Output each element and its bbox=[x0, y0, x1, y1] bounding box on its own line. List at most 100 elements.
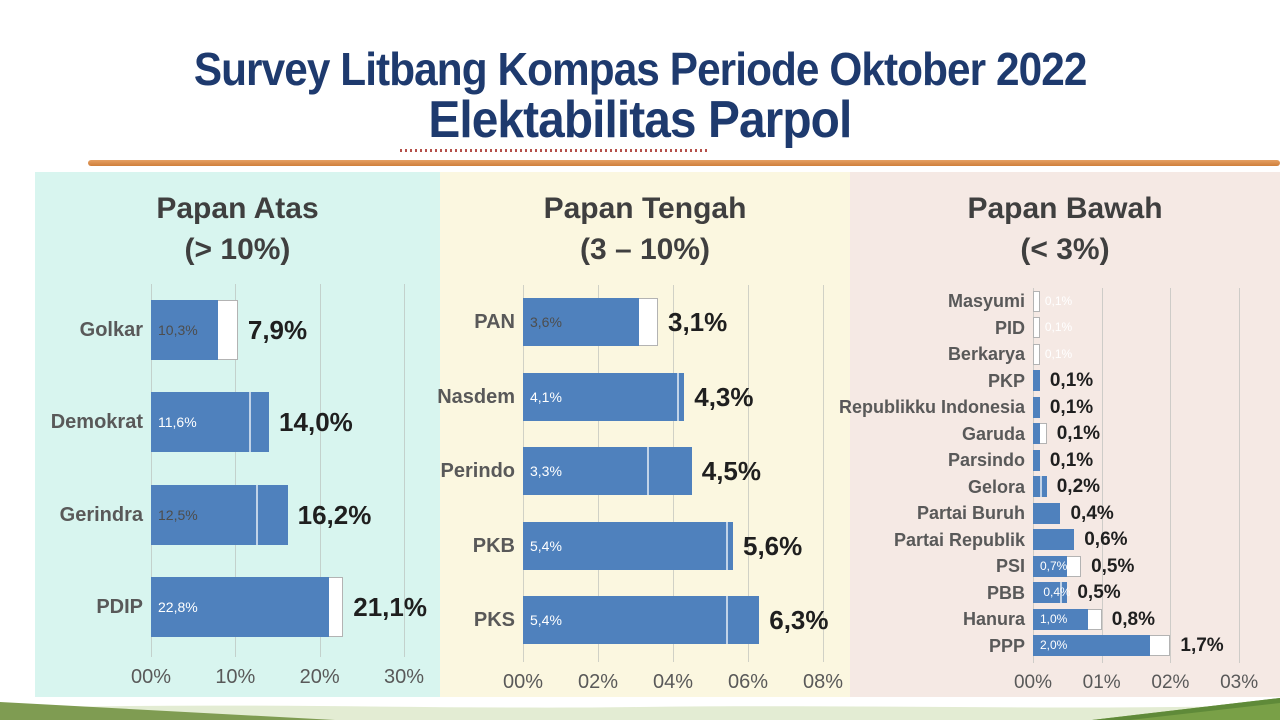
current-value-label: 7,9% bbox=[247, 315, 308, 346]
grid-line bbox=[748, 285, 749, 662]
party-label: PKB bbox=[472, 534, 515, 557]
grid-line bbox=[1170, 288, 1172, 663]
dotted-underline bbox=[400, 149, 710, 152]
current-value-label: 0,1% bbox=[1049, 396, 1094, 418]
panel-title-line2: (> 10%) bbox=[184, 233, 291, 266]
party-label: Nasdem bbox=[437, 385, 515, 408]
current-value-label: 0,1% bbox=[1049, 370, 1094, 392]
previous-value-marker bbox=[248, 392, 251, 453]
previous-value-label: 1,0% bbox=[1040, 611, 1068, 626]
panel-papan-bawah-plot: 00% 01% 02% 03% Masyumi 0,1% PID 0,1% Berkarya 0,… bbox=[839, 172, 1280, 697]
bar-current bbox=[523, 298, 640, 347]
party-label: PPP bbox=[988, 635, 1025, 656]
current-value-label: 0,2% bbox=[1056, 476, 1101, 498]
bar-current bbox=[1033, 502, 1061, 524]
wave-right-wedge-edge bbox=[1092, 698, 1280, 720]
grid-line bbox=[151, 284, 152, 658]
bar-current bbox=[151, 300, 218, 361]
previous-value-label: 0,4% bbox=[1043, 585, 1071, 600]
axis-tick-label: 00% bbox=[130, 666, 172, 689]
party-label: PAN bbox=[474, 311, 515, 333]
previous-value-label: 10,3% bbox=[158, 322, 198, 339]
bar-current bbox=[523, 447, 692, 496]
panel-title-line1: Papan Atas bbox=[156, 192, 319, 225]
current-value-label: 4,5% bbox=[701, 456, 762, 487]
bar-current bbox=[1033, 635, 1150, 657]
axis-tick-label: 02% bbox=[1151, 672, 1190, 693]
bar-previous bbox=[1033, 317, 1040, 339]
party-label: PID bbox=[994, 317, 1025, 338]
previous-value-label: 5,4% bbox=[530, 537, 562, 554]
party-label: Perindo bbox=[440, 460, 515, 482]
previous-value-marker bbox=[725, 596, 728, 645]
party-label: Masyumi bbox=[947, 291, 1025, 311]
previous-value-label: 3,3% bbox=[530, 463, 562, 480]
panel-papan-atas-title: Papan Atas (> 10%) bbox=[35, 188, 440, 270]
bar-current bbox=[1033, 423, 1040, 445]
axis-tick-label: 00% bbox=[502, 670, 544, 693]
previous-value-marker bbox=[1060, 582, 1063, 604]
panel-papan-bawah-title: Papan Bawah (< 3%) bbox=[850, 188, 1280, 270]
bar-current bbox=[523, 596, 760, 645]
axis-tick-label: 00% bbox=[1013, 672, 1053, 693]
panel-title-line1: Papan Tengah bbox=[543, 192, 747, 225]
bar-current bbox=[1033, 449, 1040, 471]
party-label: Partai Buruh bbox=[916, 503, 1025, 523]
panel-papan-tengah-title: Papan Tengah (3 – 10%) bbox=[440, 188, 850, 270]
current-value-label: 0,1% bbox=[1049, 449, 1094, 471]
axis-tick-label: 20% bbox=[299, 666, 340, 689]
slide-subtitle: Elektabilitas Parpol bbox=[428, 91, 853, 149]
current-value-label: 4,3% bbox=[694, 381, 754, 412]
panel-papan-tengah: Papan Tengah (3 – 10%) 00% 02% 04% 06% 08% PA… bbox=[437, 172, 850, 697]
bar-current bbox=[151, 484, 288, 545]
current-value-label: 21,1% bbox=[353, 592, 427, 623]
previous-value-label: 11,6% bbox=[158, 414, 197, 431]
grid-line bbox=[1101, 288, 1103, 663]
bar-current bbox=[1033, 370, 1040, 392]
current-value-label: 0,5% bbox=[1077, 582, 1121, 604]
grid-line bbox=[1033, 288, 1034, 663]
previous-value-marker bbox=[256, 484, 259, 545]
current-value-label: 3,1% bbox=[668, 307, 728, 338]
previous-value-label: 0,1% bbox=[1044, 346, 1073, 361]
current-value-label: 0,4% bbox=[1070, 502, 1114, 524]
grid-line bbox=[319, 284, 321, 658]
party-label: PKP bbox=[987, 370, 1025, 391]
bar-current bbox=[151, 577, 329, 638]
current-value-label: 0,8% bbox=[1111, 608, 1155, 630]
bar-current bbox=[1033, 608, 1088, 630]
previous-value-label: 22,8% bbox=[158, 599, 198, 616]
party-label: Republikku Indonesia bbox=[838, 397, 1025, 417]
party-label: Garuda bbox=[961, 423, 1025, 444]
bar-previous bbox=[1033, 290, 1040, 312]
wave-light-band bbox=[0, 705, 1280, 720]
party-label: Demokrat bbox=[50, 411, 143, 434]
previous-value-label: 5,4% bbox=[530, 612, 562, 629]
party-label: Partai Republik bbox=[893, 529, 1025, 550]
previous-value-marker bbox=[1039, 476, 1042, 498]
current-value-label: 0,6% bbox=[1084, 529, 1128, 551]
axis-tick-label: 02% bbox=[577, 670, 619, 693]
bar-current bbox=[1033, 396, 1040, 418]
panel-papan-atas: Papan Atas (> 10%) 00% 10% 20% 30% Golkar 10,… bbox=[35, 172, 440, 697]
grid-line bbox=[235, 284, 237, 658]
party-label: Gerindra bbox=[59, 503, 143, 526]
current-value-label: 14,0% bbox=[279, 407, 353, 438]
previous-value-label: 0,1% bbox=[1044, 293, 1073, 308]
bar-current bbox=[1033, 555, 1068, 577]
panel-title-line2: (< 3%) bbox=[1020, 233, 1110, 266]
current-value-label: 16,2% bbox=[297, 499, 372, 530]
party-label: Parsindo bbox=[947, 450, 1025, 470]
previous-value-label: 3,6% bbox=[530, 314, 562, 331]
current-value-label: 6,3% bbox=[769, 605, 829, 636]
bar-current bbox=[523, 372, 685, 421]
grid-line bbox=[403, 284, 405, 658]
previous-value-label: 2,0% bbox=[1040, 638, 1068, 653]
previous-value-label: 4,1% bbox=[530, 388, 562, 405]
slide-title: Survey Litbang Kompas Periode Oktober 20… bbox=[193, 43, 1088, 95]
panel-papan-bawah: Papan Bawah (< 3%) 00% 01% 02% 03% Masyumi 0,… bbox=[839, 172, 1280, 697]
previous-value-label: 0,1% bbox=[1044, 320, 1073, 335]
previous-value-label: 12,5% bbox=[158, 506, 198, 523]
previous-value-label: 0,7% bbox=[1040, 558, 1068, 573]
